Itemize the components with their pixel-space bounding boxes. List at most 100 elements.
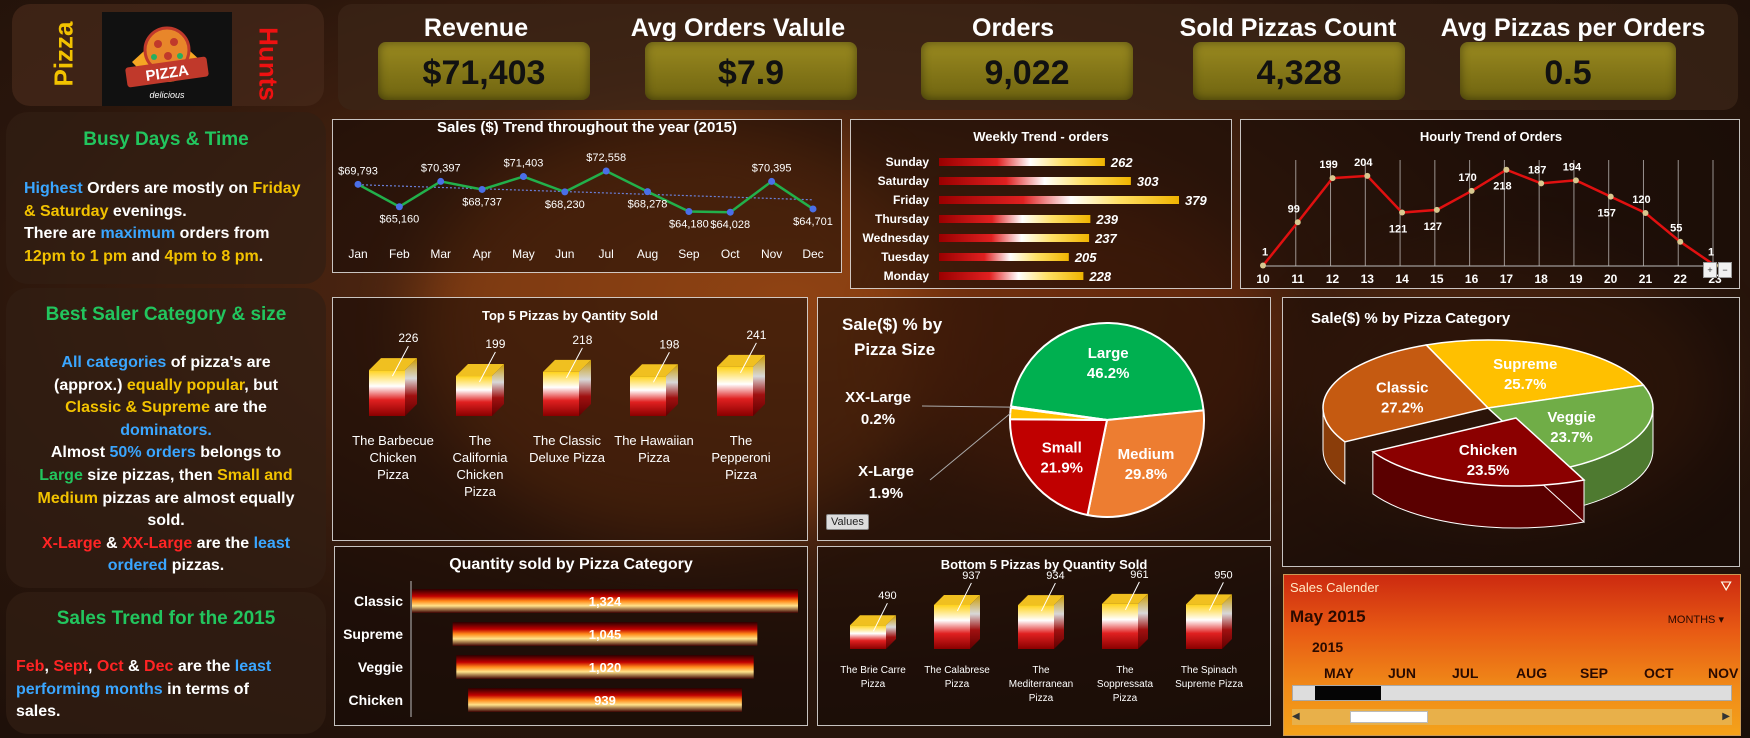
- top5-bar-the-classic-deluxe-pizza-side: [579, 359, 591, 416]
- bottom5-bar-the-mediterranean-pizza-leader: [1040, 582, 1056, 612]
- hourly-trend-chart: Hourly Trend of Orders 1 10 99 11 199 12 204 13 1…: [1256, 129, 1722, 286]
- bottom5-bar-the-brie-carre-pizza-top: [850, 615, 896, 626]
- calendar-month-nov[interactable]: NOV: [1708, 665, 1739, 681]
- bottom5-title: Bottom 5 Pizzas by Quantity Sold: [941, 557, 1148, 572]
- calendar-selected-period[interactable]: [1315, 686, 1381, 700]
- bottom5-bar-the-brie-carre-pizza-side: [886, 615, 896, 649]
- calendar-timeline-bar[interactable]: [1292, 685, 1732, 701]
- bottom5-value-the-spinach-supreme-pizza: 950: [1214, 569, 1232, 581]
- calendar-month-oct[interactable]: OCT: [1644, 665, 1674, 681]
- insight-trend-text: Feb, Sept, Oct & Dec are the least perfo…: [16, 658, 272, 721]
- monthly-point-oct: [726, 208, 734, 216]
- size-pie-title-1: Sale($) % by: [842, 315, 943, 334]
- insight-trend-heading: Sales Trend for the 2015: [56, 608, 276, 629]
- monthly-point-nov: [768, 177, 776, 185]
- size-pie-pct-x-large: 1.9%: [869, 485, 903, 502]
- insight-busy-text: Highest Orders are mostly on Friday & Sa…: [24, 180, 301, 265]
- monthly-tick-mar: Mar: [430, 247, 451, 261]
- calendar-month-may[interactable]: MAY: [1324, 665, 1354, 681]
- bottom5-bar-the-calabrese-pizza-leader: [956, 582, 972, 612]
- bottom5-chart: Bottom 5 Pizzas by Quantity Sold 490 The B…: [840, 557, 1243, 704]
- category-pie-pct-supreme: 25.7%: [1504, 376, 1547, 393]
- top5-bar-the-classic-deluxe-pizza-leader: [565, 347, 583, 379]
- sales-calendar-slicer[interactable]: Sales Calender ⛛ May 2015 MONTHS ▾ 2015 …: [1283, 574, 1741, 736]
- calendar-level-dropdown[interactable]: MONTHS ▾: [1667, 614, 1724, 626]
- size-pie-cat-xx-large: XX-Large: [845, 389, 911, 406]
- bottom5-bar-the-spinach-supreme-pizza-top: [1186, 594, 1232, 605]
- hourly-tick-21: 21: [1639, 272, 1653, 286]
- calendar-month-jul[interactable]: JUL: [1452, 665, 1479, 681]
- weekly-bar-tuesday: [939, 253, 1069, 261]
- monthly-tick-sep: Sep: [678, 247, 700, 261]
- bottom5-bar-the-mediterranean-pizza-top: [1018, 595, 1064, 606]
- zoom-out-button[interactable]: −: [1718, 262, 1732, 278]
- weekly-bar-monday: [939, 272, 1084, 280]
- bottom5-bar-the-soppressata-pizza-top: [1102, 593, 1148, 604]
- category-pie-slice-veggie: [1486, 384, 1654, 471]
- size-pie-slice-large: [1009, 322, 1205, 422]
- calendar-scrollbar[interactable]: ◀ ▶: [1292, 709, 1732, 725]
- weekly-tick-friday: Friday: [893, 193, 929, 207]
- weekly-trend-chart: Weekly Trend - orders Sunday 262 Saturday 30…: [863, 129, 1208, 284]
- bottom5-bar-the-spinach-supreme-pizza: [1186, 604, 1222, 649]
- top5-tick-the-barbecue-chicken-pizza-0: The Barbecue: [352, 433, 434, 448]
- hourly-label-12: 199: [1319, 159, 1337, 171]
- top5-bar-the-hawaiian-pizza-top: [630, 364, 678, 377]
- weekly-tick-thursday: Thursday: [875, 212, 929, 226]
- hourly-tick-16: 16: [1465, 272, 1479, 286]
- size-pie-leader-xx-large: [921, 405, 1011, 408]
- hourly-point-13: [1364, 172, 1371, 179]
- bottom5-bar-the-spinach-supreme-pizza-leader: [1208, 582, 1224, 611]
- calendar-month-aug[interactable]: AUG: [1516, 665, 1548, 681]
- weekly-tick-monday: Monday: [884, 269, 930, 283]
- size-pie-cat-large: Large: [1088, 345, 1129, 362]
- hourly-title: Hourly Trend of Orders: [1420, 129, 1562, 144]
- top5-tick-the-pepperoni-pizza-1: Pepperoni: [711, 450, 770, 465]
- bottom5-bar-the-brie-carre-pizza: [850, 625, 886, 649]
- bottom5-value-the-mediterranean-pizza: 934: [1046, 570, 1064, 582]
- top5-tick-the-california-chicken-pizza-0: The: [469, 433, 491, 448]
- hourly-tick-17: 17: [1500, 272, 1514, 286]
- scroll-thumb[interactable]: [1350, 711, 1428, 723]
- hourly-label-10: 1: [1262, 247, 1268, 259]
- scroll-right-icon[interactable]: ▶: [1722, 711, 1730, 722]
- calendar-year: 2015: [1312, 639, 1344, 655]
- top5-tick-the-california-chicken-pizza-3: Pizza: [464, 484, 497, 499]
- top5-value-the-california-chicken-pizza: 199: [485, 337, 505, 351]
- size-pie-panel: Sale($) % by Pizza Size Large 46.2% Medium 29…: [817, 297, 1271, 541]
- kpi-strip: Revenue $71,403 Avg Orders Valule $7.9 O…: [338, 4, 1738, 110]
- hourly-point-20: [1607, 193, 1614, 200]
- clear-filter-icon[interactable]: ⛛: [1720, 578, 1732, 594]
- monthly-point-may: [519, 173, 527, 181]
- monthly-tick-dec: Dec: [802, 247, 823, 261]
- kpi-avg-order-value: $7.9: [645, 42, 857, 100]
- qty-tick-supreme: Supreme: [343, 626, 403, 642]
- bottom5-bar-the-mediterranean-pizza: [1018, 605, 1054, 649]
- top5-title: Top 5 Pizzas by Qantity Sold: [482, 308, 658, 323]
- kpi-avg-pizzas-label: Avg Pizzas per Orders: [1440, 14, 1706, 42]
- top5-tick-the-pepperoni-pizza-2: Pizza: [725, 467, 758, 482]
- weekly-bar-thursday: [939, 215, 1091, 223]
- zoom-in-button[interactable]: +: [1703, 262, 1717, 278]
- weekly-tick-sunday: Sunday: [886, 155, 930, 169]
- calendar-month-sep[interactable]: SEP: [1580, 665, 1609, 681]
- size-pie-leader-x-large: [929, 413, 1011, 481]
- top5-tick-the-hawaiian-pizza-1: Pizza: [638, 450, 671, 465]
- weekly-tick-tuesday: Tuesday: [881, 250, 929, 264]
- qty-value-chicken: 939: [594, 693, 616, 708]
- top5-tick-the-pepperoni-pizza-0: The: [730, 433, 752, 448]
- bottom5-panel: Bottom 5 Pizzas by Quantity Sold 490 The B…: [817, 546, 1271, 726]
- insight-best-heading: Best Saler Category & size: [45, 304, 287, 325]
- calendar-selected: May 2015: [1290, 607, 1366, 626]
- insight-trend-panel: Sales Trend for the 2015 Feb, Sept, Oct …: [6, 592, 326, 734]
- hourly-tick-18: 18: [1534, 272, 1548, 286]
- hourly-trend-panel: Hourly Trend of Orders 1 10 99 11 199 12 204 13 1…: [1240, 119, 1740, 289]
- hourly-point-17: [1503, 166, 1510, 173]
- scroll-left-icon[interactable]: ◀: [1292, 711, 1300, 722]
- qty-bar-supreme: [452, 622, 758, 646]
- top5-tick-the-classic-deluxe-pizza-1: Deluxe Pizza: [529, 450, 606, 465]
- calendar-month-jun[interactable]: JUN: [1388, 665, 1417, 681]
- bottom5-value-the-brie-carre-pizza: 490: [878, 590, 896, 602]
- values-button[interactable]: Values: [826, 514, 869, 530]
- top5-bar-the-classic-deluxe-pizza-top: [543, 359, 591, 372]
